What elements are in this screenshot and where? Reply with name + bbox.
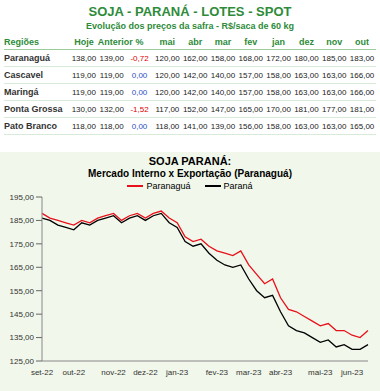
svg-text:mai-23: mai-23 xyxy=(308,368,333,377)
html-text:Ponta Grossa: Ponta Grossa xyxy=(4,104,63,114)
html-text:130,00 132,00: 130,00 132,00 xyxy=(71,104,124,114)
svg-text:135,00: 135,00 xyxy=(10,333,35,342)
html-text:-1,52: -1,52 xyxy=(130,104,149,114)
svg-text:125,00: 125,00 xyxy=(10,357,35,366)
html-text:out: out xyxy=(355,37,370,47)
html-text:mar: mar xyxy=(214,37,232,47)
html-text:120,00 162,00 158,00 168,00 17: 120,00 162,00 158,00 168,00 172,00 180,0… xyxy=(155,53,375,63)
html-text:Paranaguá: Paranaguá xyxy=(4,53,50,63)
svg-text:145,00: 145,00 xyxy=(10,310,35,319)
html-text:0,00: 0,00 xyxy=(131,70,148,80)
html-text:Cascavel: Cascavel xyxy=(4,70,43,80)
svg-text:185,00: 185,00 xyxy=(10,216,35,225)
html-text:138,00 139,00: 138,00 139,00 xyxy=(71,53,124,63)
svg-text:jun-23: jun-23 xyxy=(340,368,364,377)
svg-text:175,00: 175,00 xyxy=(10,240,35,249)
html-text:Evolução dos preços da safra -: Evolução dos preços da safra - R$/saca d… xyxy=(86,21,294,31)
html-text:Regiões: Regiões xyxy=(4,37,39,47)
svg-text:set-22: set-22 xyxy=(31,368,54,377)
html-text:fev: fev xyxy=(244,37,258,47)
html-text:Hoje Anterior %: Hoje Anterior % xyxy=(74,37,144,47)
html-text:Mercado Interno x Exportação (: Mercado Interno x Exportação (Paranaguá) xyxy=(88,168,292,179)
svg-text:abr-23: abr-23 xyxy=(269,368,293,377)
svg-text:jan-23: jan-23 xyxy=(165,368,189,377)
html-text:Paranaguá: Paranaguá xyxy=(146,181,191,191)
svg-text:165,00: 165,00 xyxy=(10,263,35,272)
svg-text:nov-22: nov-22 xyxy=(101,368,126,377)
html-text:0,00: 0,00 xyxy=(131,87,148,97)
html-text:120,00 142,00 140,00 157,00 15: 120,00 142,00 140,00 157,00 158,00 163,0… xyxy=(155,87,375,97)
html-text:118,00 141,00 139,00 156,00 15: 118,00 141,00 139,00 156,00 158,00 163,0… xyxy=(155,121,375,131)
html-text:0,00: 0,00 xyxy=(131,121,148,131)
html-text:Paraná: Paraná xyxy=(223,181,253,191)
html-text:Pato Branco: Pato Branco xyxy=(4,121,57,131)
html-text:nov: nov xyxy=(326,37,343,47)
svg-text:155,00: 155,00 xyxy=(10,287,35,296)
html-text:SOJA - PARANÁ - LOTES - SPOT: SOJA - PARANÁ - LOTES - SPOT xyxy=(88,4,292,19)
svg-text:dez-22: dez-22 xyxy=(133,368,158,377)
html-text:119,00 119,00: 119,00 119,00 xyxy=(72,70,124,80)
svg-text:out-22: out-22 xyxy=(62,368,85,377)
html-text:abr: abr xyxy=(188,37,203,47)
html-text:SOJA PARANÁ:: SOJA PARANÁ: xyxy=(148,155,232,167)
html-text:119,00 119,00: 119,00 119,00 xyxy=(72,87,124,97)
html-text:dez: dez xyxy=(298,37,314,47)
html-text:118,00 118,00: 118,00 118,00 xyxy=(72,121,124,131)
html-text:120,00 142,00 140,00 157,00 15: 120,00 142,00 140,00 157,00 158,00 163,0… xyxy=(155,70,375,80)
html-text:117,00 152,00 147,00 165,00 17: 117,00 152,00 147,00 165,00 170,00 181,0… xyxy=(155,104,375,114)
html-text:-0,72: -0,72 xyxy=(130,53,149,63)
html-text:mai: mai xyxy=(159,37,176,47)
svg-text:mar-23: mar-23 xyxy=(236,368,262,377)
html-text:jan: jan xyxy=(272,37,286,47)
html-text:Maringá: Maringá xyxy=(4,87,39,97)
svg-text:fev-23: fev-23 xyxy=(206,368,229,377)
svg-text:195,00: 195,00 xyxy=(10,193,35,202)
